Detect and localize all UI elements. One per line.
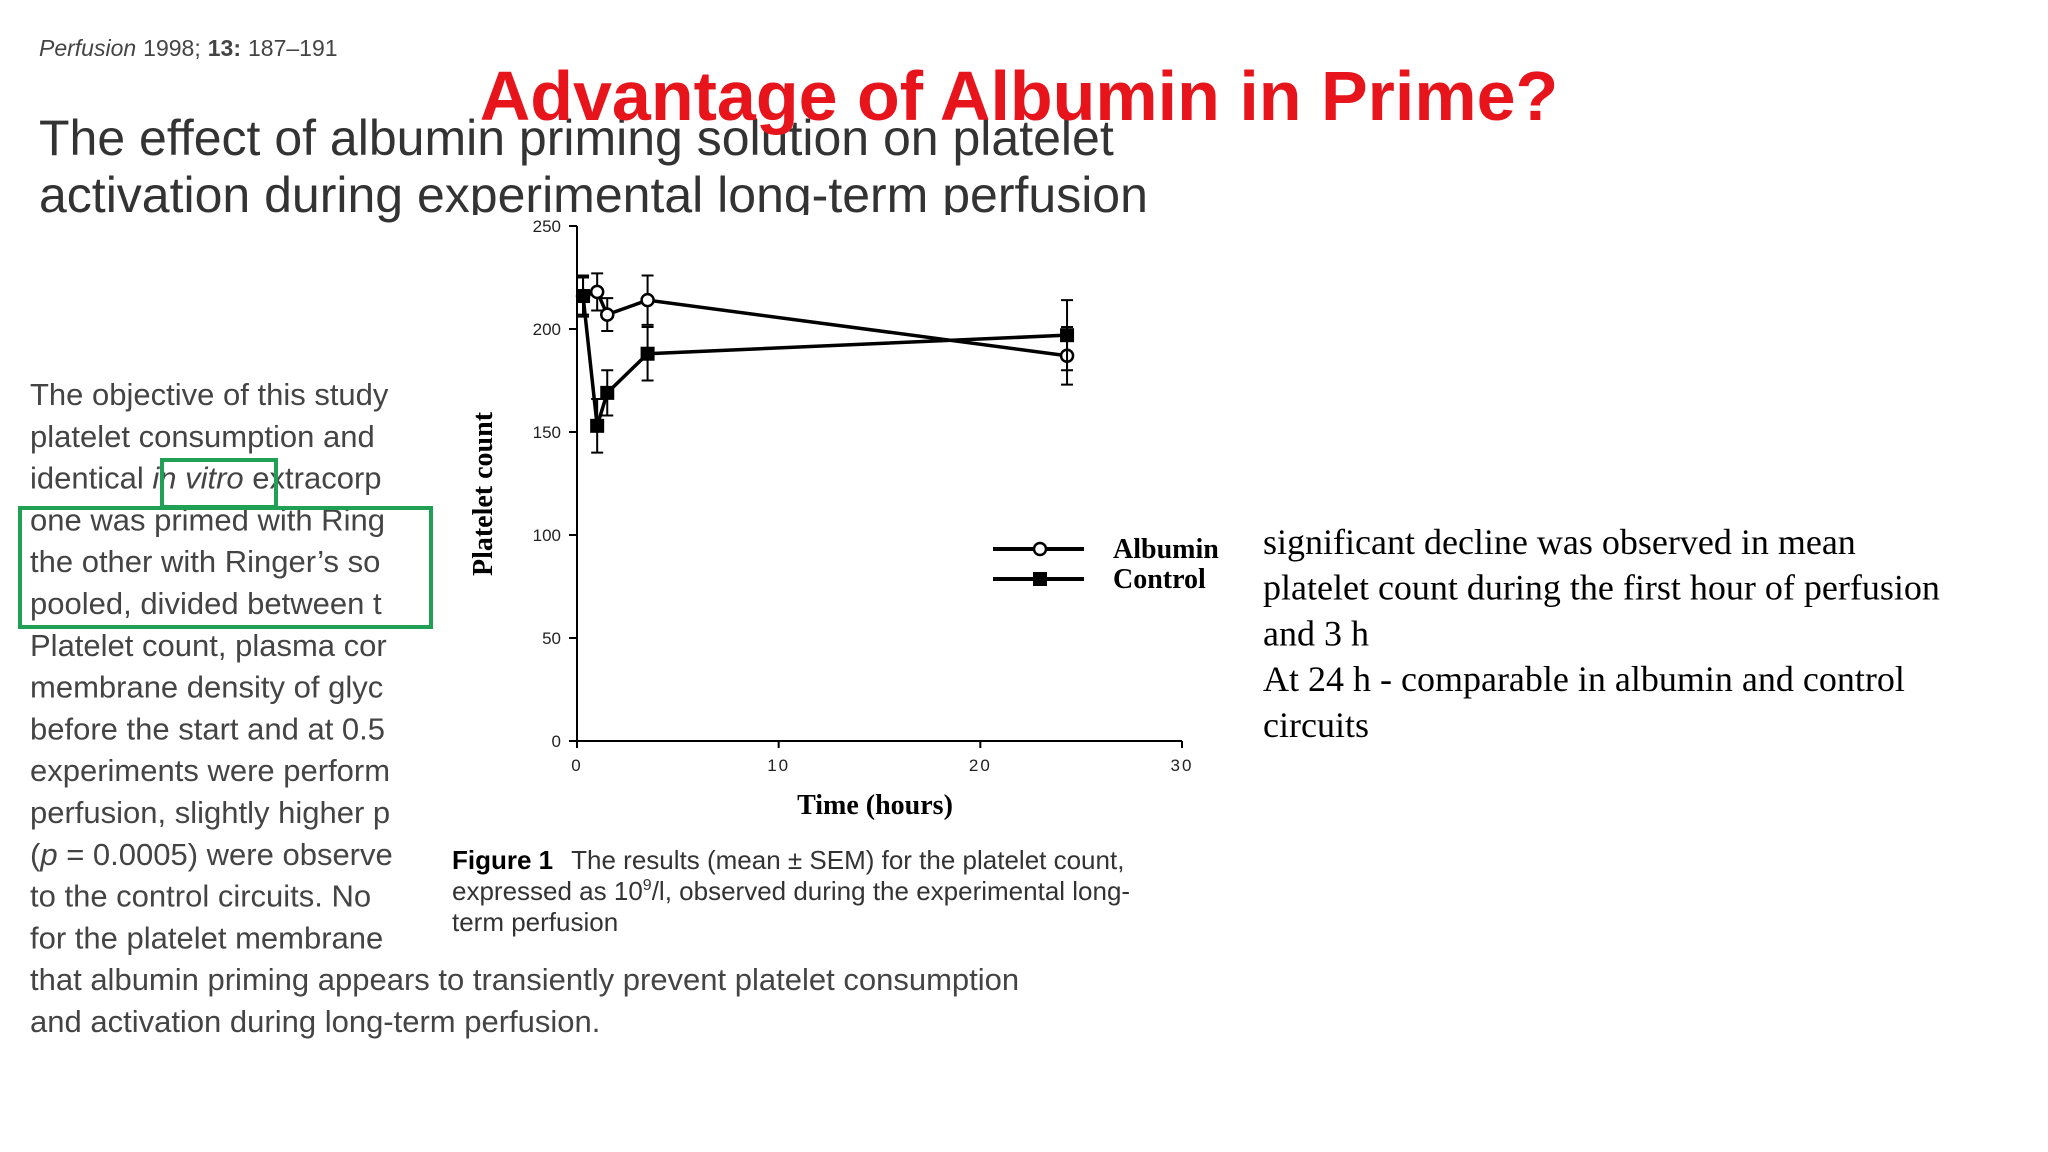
x-axis-label: Time (hours) (797, 790, 953, 821)
marker (589, 284, 605, 300)
legend-marker (1033, 572, 1047, 586)
caption-line: expressed as 109/l, observed during the … (452, 876, 1130, 906)
abstract-line: experiments were perform (30, 753, 390, 788)
note-line: platelet count during the first hour of … (1263, 568, 1940, 608)
abstract-line: for the platelet membrane (30, 920, 383, 955)
caption-line: term perfusion (452, 907, 618, 937)
abstract-span: ( (30, 837, 41, 872)
caption-text: The results (mean ± SEM) for the platele… (571, 845, 1124, 875)
note-line: and 3 h (1263, 613, 1369, 653)
caption-label: Figure 1 (452, 845, 553, 875)
paper-title: activation during experimental long-term… (39, 167, 1148, 223)
abstract-line: platelet consumption and (30, 419, 375, 454)
marker (590, 418, 605, 433)
caption-text: expressed as 10 (452, 876, 643, 906)
caption-text: /l, observed during the experimental lon… (652, 876, 1130, 906)
citation-year: 1998; (143, 35, 201, 61)
abstract-line: perfusion, slightly higher p (30, 795, 390, 830)
abstract-line: The objective of this study (30, 377, 389, 412)
y-axis-label: Platelet count (468, 411, 499, 576)
abstract-line: the other with Ringer’s so (30, 544, 380, 579)
slide-title: Advantage of Albumin in Prime? (480, 57, 1559, 135)
abstract-line: Platelet count, plasma cor (30, 628, 387, 663)
abstract-span: = 0.0005) were observe (58, 837, 393, 872)
legend-label: Control (1113, 564, 1206, 595)
highlight-box (18, 506, 433, 629)
abstract-line: pooled, divided between t (30, 586, 382, 621)
y-tick-label: 50 (542, 629, 561, 648)
abstract-line: that albumin priming appears to transien… (30, 962, 1019, 997)
figure-panel (437, 215, 1241, 947)
paper-title: The effect of albumin priming solution o… (39, 110, 1114, 166)
y-tick-label: 150 (533, 423, 561, 442)
abstract-line: identical in vitro extracorp (30, 461, 382, 496)
y-tick-label: 0 (552, 732, 561, 751)
citation-pages: 187–191 (248, 35, 338, 61)
marker (600, 307, 615, 322)
x-tick-label: 0 (571, 756, 582, 775)
note-line: circuits (1263, 705, 1369, 745)
marker (1060, 328, 1075, 343)
abstract-line: before the start and at 0.5 (30, 711, 385, 746)
marker (576, 289, 591, 304)
abstract-line: (p = 0.0005) were observe (30, 837, 393, 872)
series (576, 274, 1075, 454)
y-tick-label: 100 (533, 526, 561, 545)
citation-volume: 13: (208, 35, 241, 61)
legend-label: Albumin (1113, 534, 1219, 565)
y-tick-label: 200 (533, 320, 561, 339)
y-tick-label: 250 (533, 217, 561, 236)
caption-line: Figure 1 The results (mean ± SEM) for the… (452, 845, 1124, 875)
x-tick-label: 30 (1171, 756, 1194, 775)
marker (600, 385, 615, 400)
abstract-span: identical (30, 461, 152, 496)
note-line: At 24 h - comparable in albumin and cont… (1263, 659, 1905, 699)
abstract-line: to the control circuits. No (30, 879, 371, 914)
marker (640, 346, 655, 361)
abstract-span: in vitro (152, 461, 243, 496)
abstract-span: extracorp (244, 461, 382, 496)
abstract-span: p (39, 837, 57, 872)
note-line: significant decline was observed in mean (1263, 522, 1856, 562)
marker (640, 292, 655, 308)
x-tick-label: 10 (767, 756, 790, 775)
abstract-line: membrane density of glyc (30, 670, 383, 705)
abstract-line: and activation during long-term perfusio… (30, 1004, 600, 1039)
x-tick-label: 20 (969, 756, 992, 775)
citation: Perfusion 1998; 13: 187–191 (39, 35, 338, 61)
citation-journal: Perfusion (39, 35, 136, 61)
legend-marker (1032, 541, 1048, 557)
caption-sup: 9 (643, 877, 652, 894)
